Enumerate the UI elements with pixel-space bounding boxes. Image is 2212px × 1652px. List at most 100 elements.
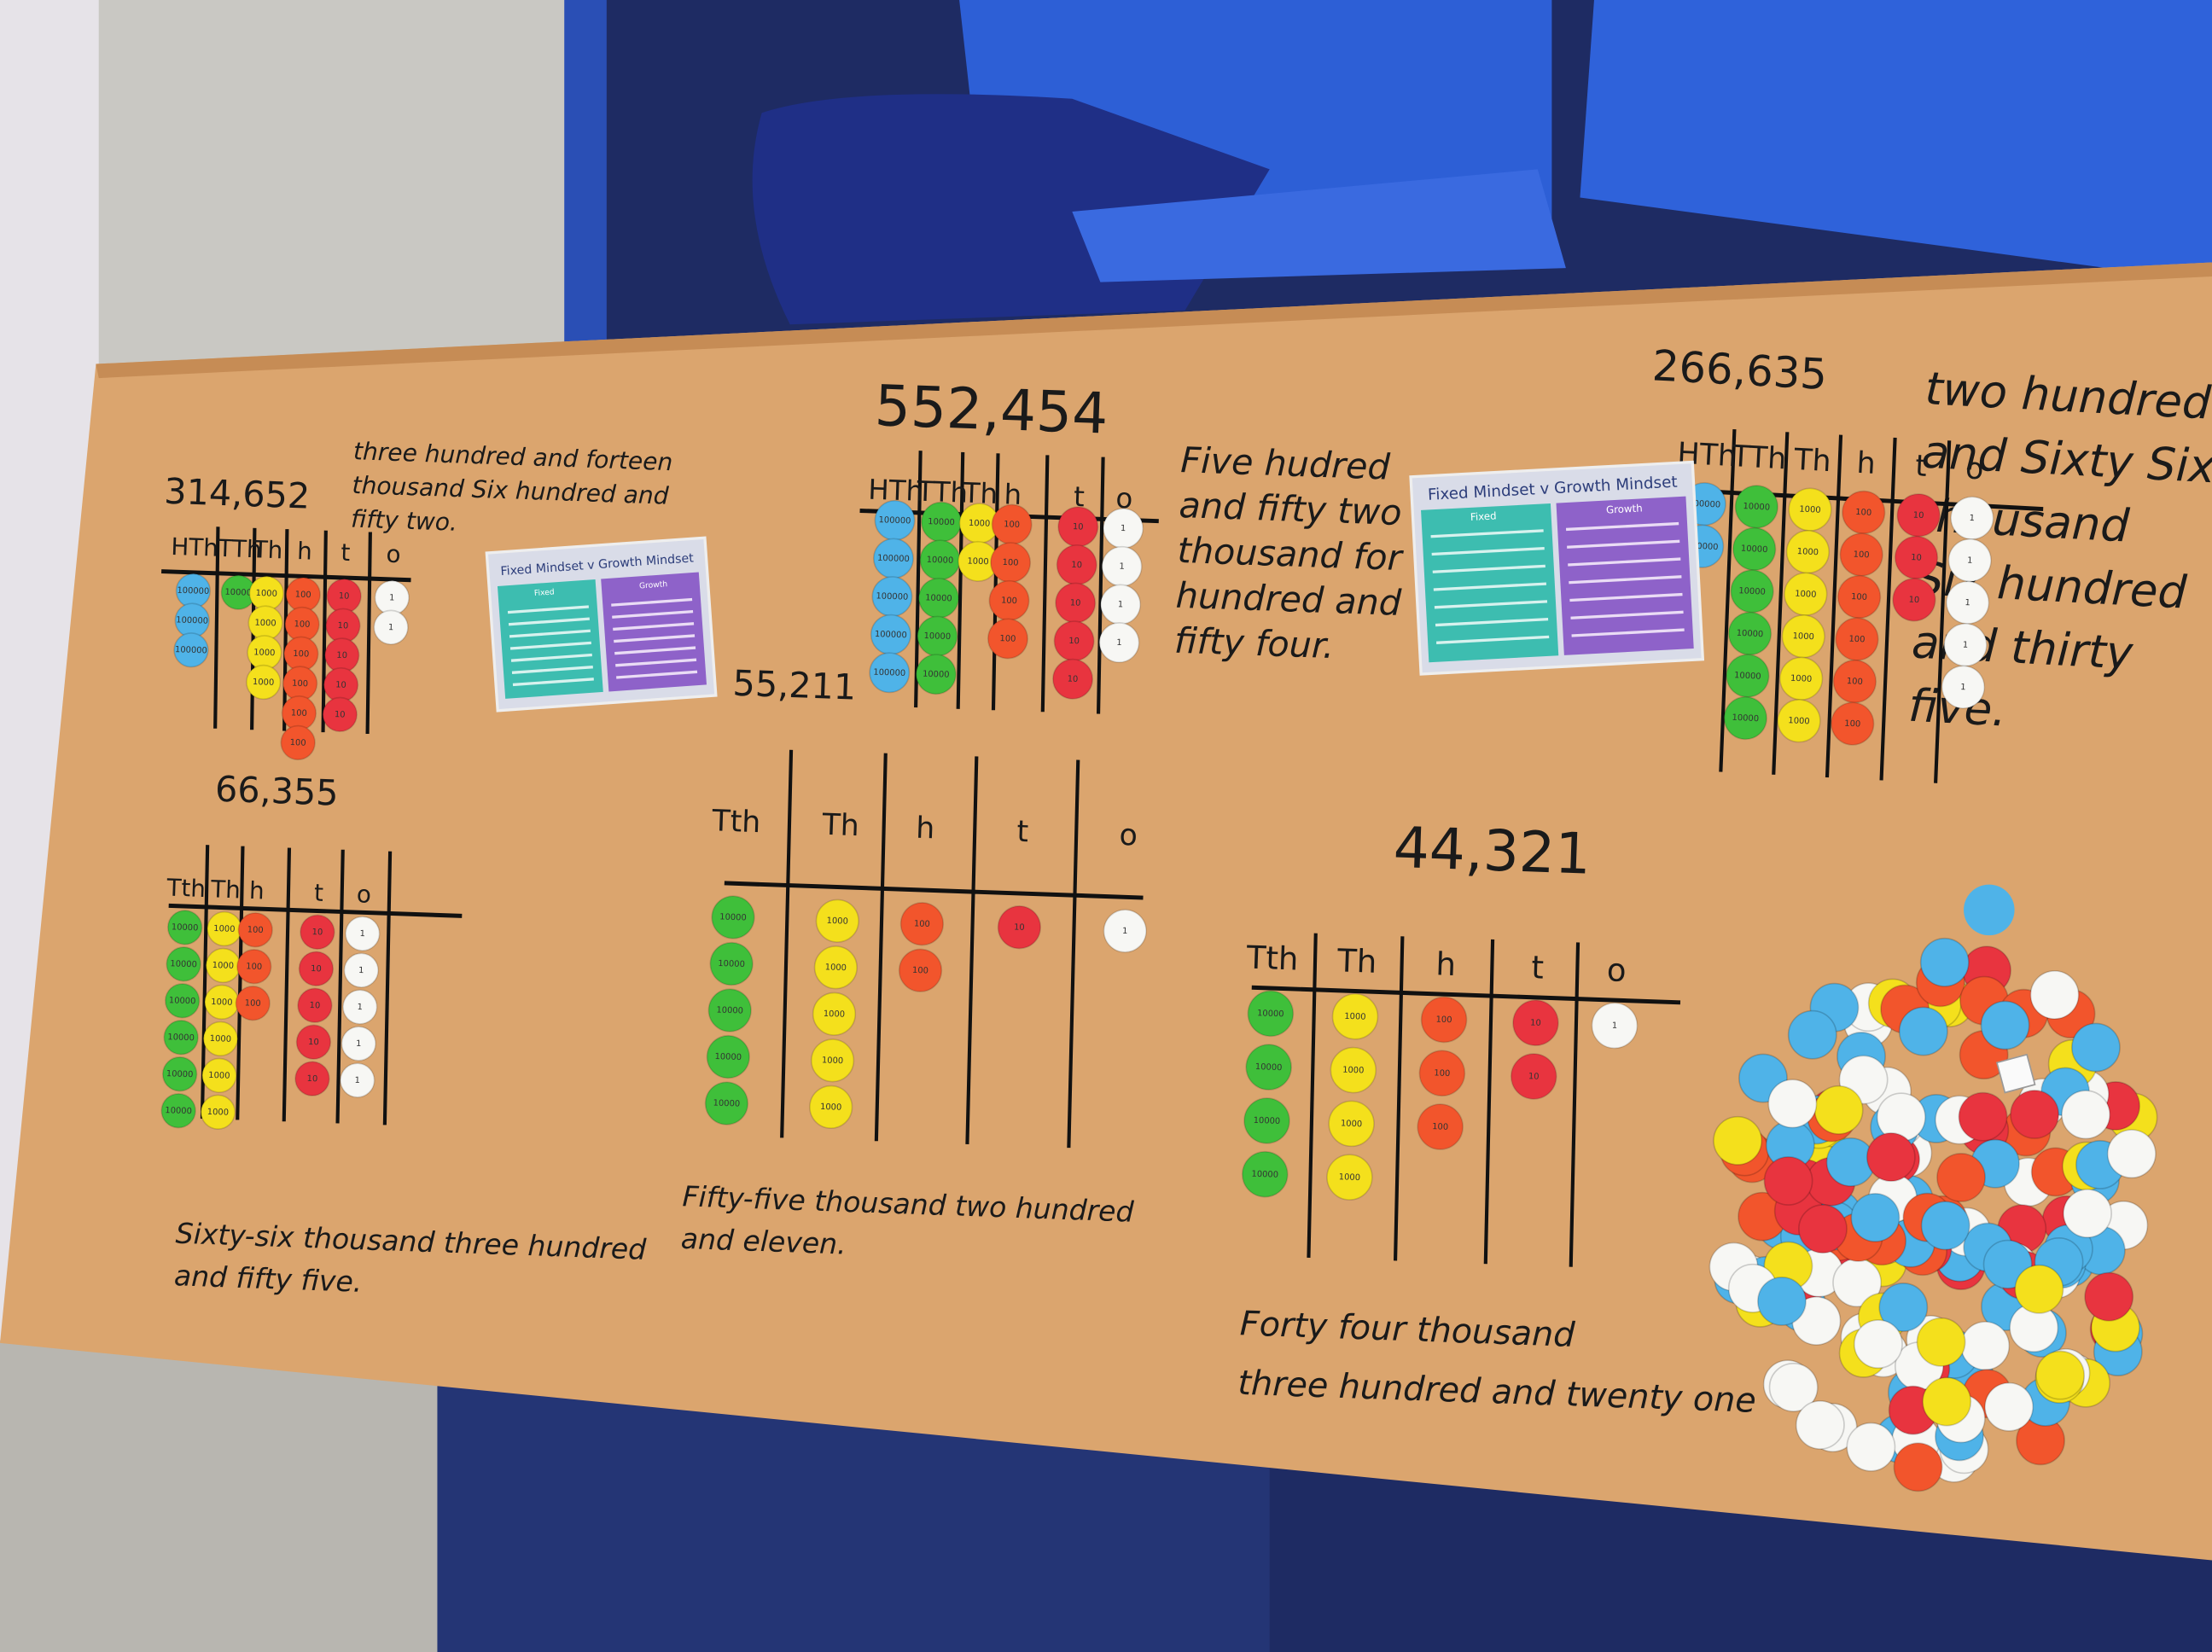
column-header: Th: [210, 875, 242, 904]
counter: [345, 916, 381, 951]
counter: [1052, 658, 1094, 700]
column-header: t: [1073, 480, 1085, 513]
counter-label: 10000: [172, 922, 199, 933]
grid-line: [1307, 933, 1318, 1258]
counter-label: 10: [1014, 922, 1025, 932]
loose-counter: [2035, 1350, 2086, 1400]
counter: [706, 1034, 750, 1079]
loose-counter: [1936, 1152, 1986, 1202]
counter: [869, 652, 911, 694]
loose-counter: [1853, 1319, 1903, 1370]
board-number: 44,321: [1393, 815, 1592, 887]
counter: [161, 1056, 198, 1092]
grid-line: [1879, 437, 1897, 781]
poster-text-line: [614, 646, 696, 655]
counter: [245, 664, 282, 701]
counter-label: 10000: [716, 1005, 743, 1015]
counter-label: 1: [1612, 1021, 1618, 1031]
poster-heading: Fixed: [534, 588, 555, 598]
counter-label: 10000: [1743, 502, 1770, 513]
counter-label: 1: [1965, 598, 1970, 608]
counter-label: 1: [1960, 683, 1966, 692]
number-in-words: Five hudred: [1180, 439, 1392, 488]
loose-counter: [1964, 884, 2015, 936]
counter-label: 100: [1855, 508, 1871, 518]
counter-label: 10000: [713, 1099, 740, 1109]
counter: [1245, 1044, 1292, 1091]
column-header: h: [248, 876, 265, 905]
column-header: o: [356, 880, 371, 909]
counter-label: 100: [912, 966, 928, 976]
counter-label: 1000: [826, 916, 848, 927]
counter-label: 1000: [1795, 590, 1817, 600]
counter-label: 1000: [1339, 1172, 1361, 1183]
grid-line: [874, 753, 888, 1142]
poster-text-line: [615, 658, 697, 667]
counter-label: 10000: [928, 517, 955, 527]
counter-label: 1: [358, 966, 364, 975]
number-in-words: and fifty two: [1179, 485, 1403, 533]
counter: [899, 902, 945, 946]
poster-heading: Growth: [639, 580, 668, 590]
table-edge: [96, 262, 2212, 379]
counter-label: 10: [1913, 510, 1924, 521]
counter-label: 10: [1070, 598, 1081, 608]
grid-line: [236, 846, 245, 1120]
loose-counter: [1850, 1192, 1901, 1242]
grid-line: [382, 851, 393, 1126]
counter-label: 1: [1967, 556, 1973, 565]
counter-label: 10: [1068, 637, 1080, 646]
board-number: 55,211: [732, 663, 857, 708]
counter-label: 1: [1969, 514, 1975, 523]
loose-counter: [1893, 1442, 1943, 1492]
counter: [236, 949, 272, 985]
counter: [1420, 996, 1468, 1044]
number-in-words: thousand for: [1177, 530, 1406, 579]
loose-counter: [1980, 1000, 2030, 1050]
counter-label: 100: [1853, 550, 1869, 560]
counter-label: 10000: [169, 996, 196, 1006]
counter: [297, 987, 333, 1023]
column-header: o: [1965, 451, 1984, 486]
counter-label: 10000: [224, 588, 252, 598]
counter-label: 1: [356, 1039, 362, 1049]
poster-text-line: [611, 597, 693, 607]
grid-line: [1569, 942, 1580, 1267]
counter-label: 1: [354, 1076, 360, 1085]
counter: [202, 1021, 239, 1057]
counter: [1326, 1154, 1373, 1201]
counter-label: 1000: [1344, 1012, 1366, 1022]
loose-counter: [1984, 1382, 2034, 1432]
poster-text-line: [612, 610, 694, 619]
counter: [343, 952, 379, 988]
grid-line: [365, 532, 372, 734]
counter: [812, 992, 857, 1036]
counter-label: 1000: [253, 648, 276, 658]
counter: [373, 609, 409, 645]
loose-counter: [2106, 1129, 2157, 1179]
column-header: Tth: [711, 804, 761, 840]
counter-label: 1000: [1341, 1119, 1363, 1129]
counter-label: 10000: [167, 1032, 195, 1043]
loose-counter: [1713, 1115, 1763, 1166]
poster-text-line: [1432, 564, 1545, 573]
counter-label: 100: [1851, 592, 1867, 602]
poster-text-line: [510, 653, 592, 662]
counter: [1242, 1150, 1289, 1198]
loose-counter: [1787, 1009, 1837, 1060]
grid-line: [991, 453, 1000, 711]
loose-counter: [2063, 1189, 2112, 1238]
poster-panel: [1556, 496, 1694, 655]
counter: [1591, 1002, 1639, 1050]
counter-label: 1000: [253, 678, 275, 688]
counter: [163, 1020, 199, 1056]
grid-line: [1067, 759, 1080, 1149]
grid-line: [1772, 432, 1790, 775]
counter: [1512, 999, 1559, 1046]
poster-text-line: [1569, 592, 1683, 602]
poster-text-line: [1436, 635, 1550, 644]
